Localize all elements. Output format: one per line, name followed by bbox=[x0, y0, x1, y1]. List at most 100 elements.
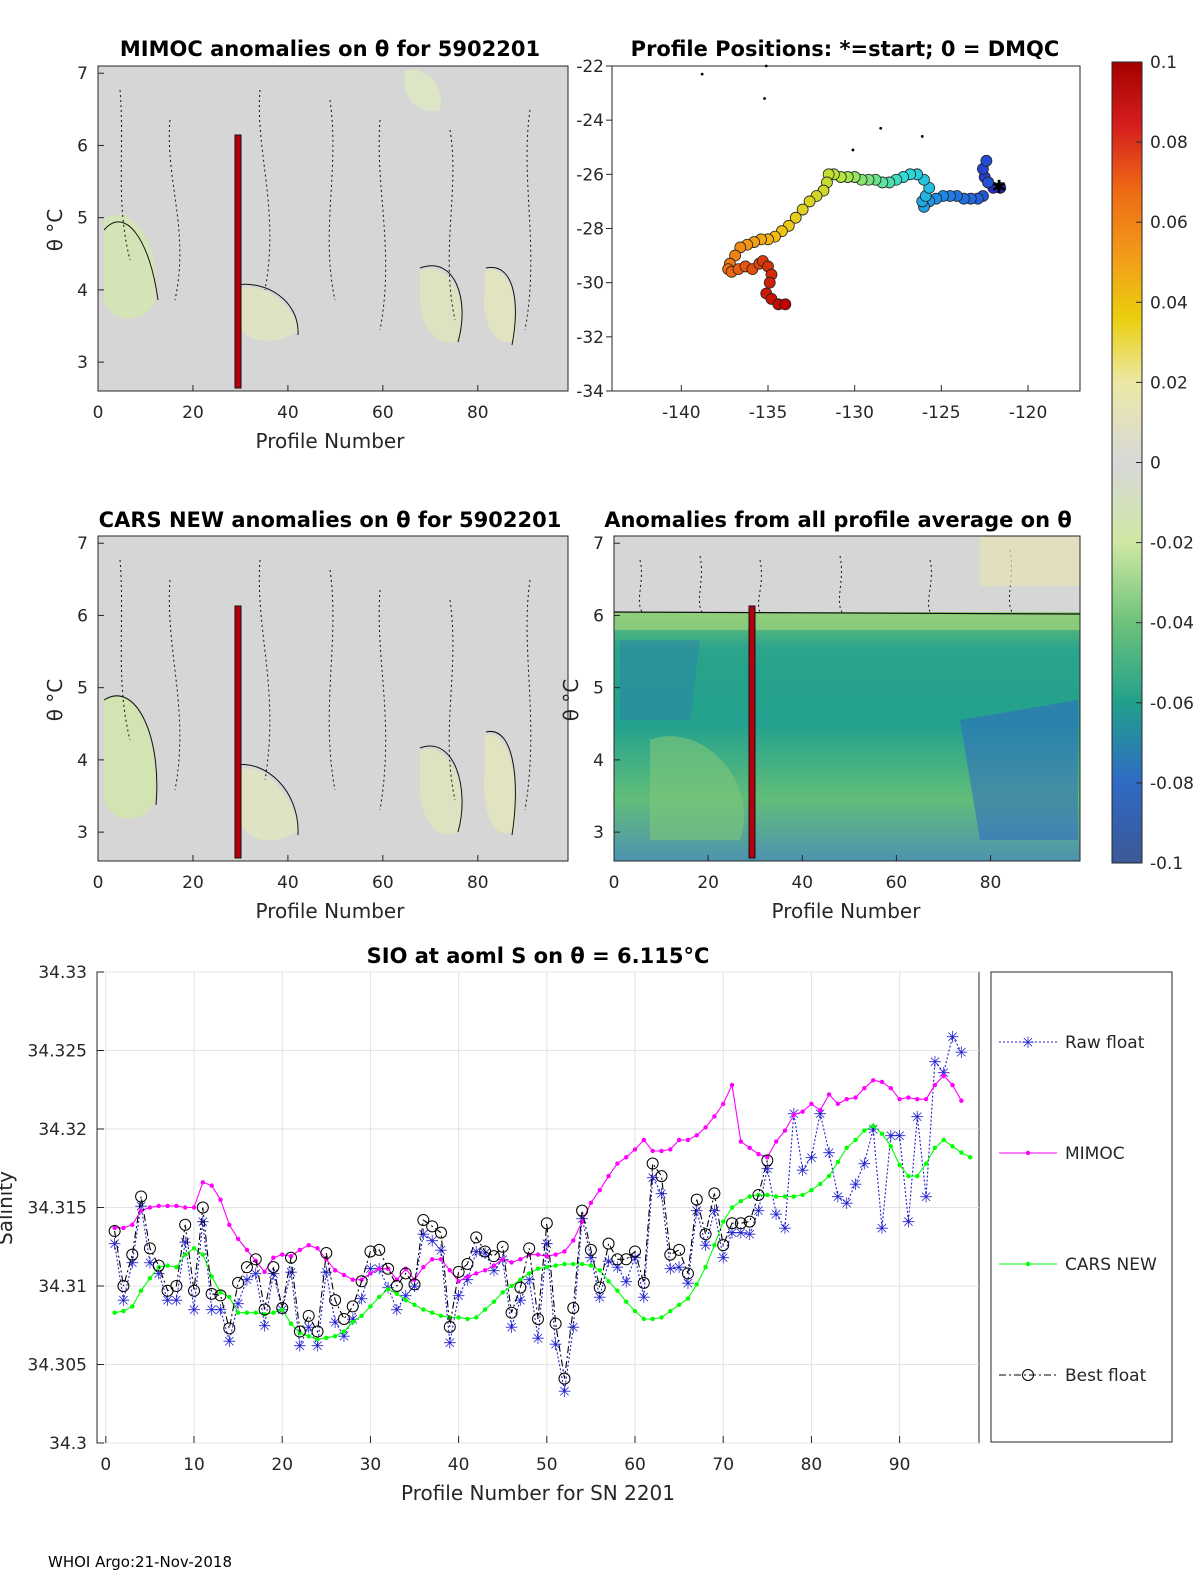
cars-new-point bbox=[438, 1313, 444, 1319]
mimoc-point bbox=[959, 1098, 964, 1103]
raw-float-point: ✳ bbox=[717, 1249, 730, 1268]
x-tick-label: 20 bbox=[182, 873, 204, 893]
y-tick-label: 5 bbox=[593, 679, 604, 699]
x-tick-label: 80 bbox=[467, 873, 489, 893]
mimoc-point bbox=[147, 1205, 153, 1210]
mimoc-point bbox=[456, 1279, 461, 1284]
cars-axes-box bbox=[97, 535, 569, 862]
best-float-point bbox=[443, 1320, 456, 1333]
mimoc-point bbox=[518, 1257, 523, 1262]
cars-new-point bbox=[950, 1144, 955, 1149]
raw-float-point: ✳ bbox=[708, 1202, 721, 1221]
cars-new-point bbox=[721, 1219, 726, 1224]
mimoc-point bbox=[835, 1101, 841, 1107]
cars-new-point bbox=[588, 1263, 594, 1268]
mimoc-point bbox=[306, 1242, 311, 1248]
raw-float-point: ✳ bbox=[461, 1271, 474, 1290]
cars-new-point bbox=[1025, 1261, 1031, 1267]
y-tick-label: 7 bbox=[593, 534, 604, 554]
cars-new-point bbox=[676, 1302, 682, 1308]
cars-new-point bbox=[685, 1296, 691, 1301]
cars-new-point bbox=[862, 1128, 867, 1133]
best-float-point bbox=[1022, 1369, 1034, 1381]
best-float-point bbox=[602, 1237, 615, 1250]
mimoc-point bbox=[641, 1137, 647, 1143]
mimoc-point bbox=[403, 1266, 408, 1271]
mimoc-point bbox=[474, 1271, 479, 1276]
best-float-point bbox=[135, 1190, 148, 1203]
y-tick-label: -26 bbox=[576, 165, 604, 185]
best-float-point bbox=[752, 1188, 765, 1201]
best-float-point bbox=[487, 1250, 500, 1263]
raw-float-point: ✳ bbox=[152, 1264, 165, 1283]
cars-new-point bbox=[694, 1282, 699, 1287]
x-tick-label: 30 bbox=[360, 1455, 382, 1475]
mimoc-point bbox=[747, 1145, 752, 1151]
outlier-point bbox=[700, 72, 704, 76]
y-tick-label: 5 bbox=[77, 679, 88, 699]
raw-float-point: ✳ bbox=[593, 1288, 606, 1307]
colorbar-tick-label: 0.06 bbox=[1150, 213, 1188, 233]
y-tick-label: -32 bbox=[576, 328, 604, 348]
y-tick-label: 6 bbox=[77, 136, 88, 156]
raw-float-point: ✳ bbox=[822, 1144, 835, 1163]
x-tick-label: -140 bbox=[662, 403, 701, 423]
mimoc-point bbox=[588, 1200, 594, 1205]
raw-float-point: ✳ bbox=[346, 1310, 359, 1329]
best-float-point bbox=[593, 1281, 606, 1294]
cars-new-point bbox=[615, 1288, 620, 1293]
raw-float-point: ✳ bbox=[946, 1027, 959, 1046]
mimoc-point bbox=[465, 1274, 470, 1279]
best-float-point bbox=[461, 1258, 474, 1271]
cars-new-point bbox=[703, 1264, 708, 1270]
best-float-point bbox=[232, 1276, 245, 1289]
best-float-point bbox=[258, 1303, 271, 1316]
mimoc-highlight-bar bbox=[234, 134, 242, 389]
cars-new-point bbox=[227, 1294, 232, 1300]
raw-float-point: ✳ bbox=[734, 1224, 747, 1243]
raw-float-point: ✳ bbox=[408, 1277, 421, 1296]
raw-float-point: ✳ bbox=[761, 1159, 774, 1178]
cars-new-point bbox=[579, 1261, 585, 1267]
raw-float-point: ✳ bbox=[919, 1188, 932, 1207]
y-tick-label: -24 bbox=[576, 111, 604, 131]
y-tick-label: 34.33 bbox=[38, 963, 87, 983]
allavg-xlabel: Profile Number bbox=[772, 899, 922, 923]
cars-new-point bbox=[809, 1188, 814, 1193]
cars-new-point bbox=[668, 1308, 673, 1314]
y-tick-label: 6 bbox=[593, 606, 604, 626]
mimoc-point bbox=[791, 1112, 796, 1118]
raw-float-point: ✳ bbox=[858, 1155, 871, 1174]
raw-float-point: ✳ bbox=[1021, 1033, 1034, 1052]
best-float-point bbox=[699, 1228, 712, 1241]
raw-float-point: ✳ bbox=[337, 1327, 350, 1346]
cars-new-point bbox=[597, 1268, 602, 1273]
best-float-point bbox=[249, 1253, 262, 1266]
raw-float-point: ✳ bbox=[602, 1252, 615, 1271]
raw-float-point: ✳ bbox=[893, 1126, 906, 1145]
cars-new-point bbox=[191, 1246, 197, 1251]
raw-float-line bbox=[114, 1034, 962, 1392]
footer-timestamp: WHOI Argo:21-Nov-2018 bbox=[48, 1553, 232, 1571]
mimoc-point bbox=[915, 1096, 920, 1102]
cars-new-point bbox=[500, 1290, 505, 1295]
raw-float-point: ✳ bbox=[752, 1202, 765, 1221]
mimoc-point bbox=[703, 1125, 708, 1130]
raw-float-point: ✳ bbox=[417, 1225, 430, 1244]
profile-position bbox=[980, 154, 993, 167]
outlier-point bbox=[764, 64, 768, 68]
mimoc-point bbox=[394, 1277, 400, 1282]
mimoc-point bbox=[553, 1252, 558, 1257]
best-float-point bbox=[355, 1275, 368, 1288]
cars-new-point bbox=[879, 1131, 885, 1136]
cars-new-point bbox=[888, 1144, 893, 1149]
x-tick-label: -135 bbox=[749, 403, 788, 423]
best-float-point bbox=[523, 1242, 536, 1255]
cars-new-point bbox=[297, 1330, 303, 1336]
cars-new-point bbox=[121, 1308, 126, 1314]
raw-float-point: ✳ bbox=[805, 1148, 818, 1167]
best-float-point bbox=[152, 1259, 165, 1272]
cars-new-point bbox=[650, 1316, 655, 1322]
mimoc-point bbox=[738, 1139, 744, 1144]
allavg-heatmap bbox=[614, 536, 1080, 861]
